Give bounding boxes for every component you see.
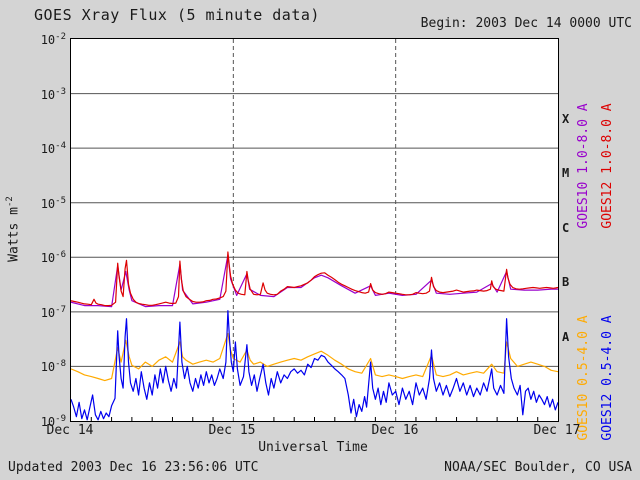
- flux-class-label-c: C: [562, 221, 570, 235]
- y-axis-label-exponent: -2: [5, 196, 15, 208]
- plot-area: [70, 38, 559, 422]
- x-tick-label-dec14: Dec 14: [46, 423, 94, 438]
- y-tick-label: 10-9: [40, 414, 66, 429]
- x-tick-label-dec16: Dec 16: [371, 423, 419, 438]
- flux-class-label-x: X: [562, 112, 570, 126]
- flux-class-label-a: A: [562, 330, 570, 344]
- series-goes12-1-0-8-0-a: [71, 251, 558, 307]
- flux-class-label-m: M: [562, 166, 570, 180]
- y-tick-label: 10-8: [40, 359, 66, 375]
- y-axis-label-base: Watts m: [6, 207, 22, 262]
- legend-goes12-long: GOES12 1.0-8.0 A: [600, 103, 615, 229]
- y-tick-label: 10-3: [40, 86, 66, 102]
- series-goes10-0-5-4-0-a: [71, 333, 558, 382]
- page-title: GOES Xray Flux (5 minute data): [34, 6, 320, 24]
- y-axis-label: Watts m-2: [5, 149, 23, 309]
- flux-class-label-b: B: [562, 275, 570, 289]
- credit-text: NOAA/SEC Boulder, CO USA: [444, 460, 632, 475]
- legend-goes12-short: GOES12 0.5-4.0 A: [600, 315, 615, 441]
- plot-svg: [71, 39, 558, 421]
- y-tick-label: 10-7: [40, 304, 66, 320]
- y-tick-label: 10-2: [40, 32, 66, 47]
- legend-goes10-short: GOES10 0.5-4.0 A: [576, 315, 591, 441]
- series-goes12-0-5-4-0-a: [71, 310, 558, 421]
- begin-timestamp: Begin: 2003 Dec 14 0000 UTC: [420, 16, 632, 31]
- y-tick-label: 10-6: [40, 250, 66, 266]
- y-tick-label: 10-5: [40, 195, 66, 211]
- x-tick-label-dec17: Dec 17: [533, 423, 581, 438]
- x-axis-label: Universal Time: [258, 440, 368, 455]
- updated-timestamp: Updated 2003 Dec 16 23:56:06 UTC: [8, 460, 259, 475]
- legend-goes10-long: GOES10 1.0-8.0 A: [576, 103, 591, 229]
- x-tick-label-dec15: Dec 15: [208, 423, 256, 438]
- y-tick-label: 10-4: [40, 141, 66, 157]
- series-goes10-1-0-8-0-a: [71, 254, 558, 308]
